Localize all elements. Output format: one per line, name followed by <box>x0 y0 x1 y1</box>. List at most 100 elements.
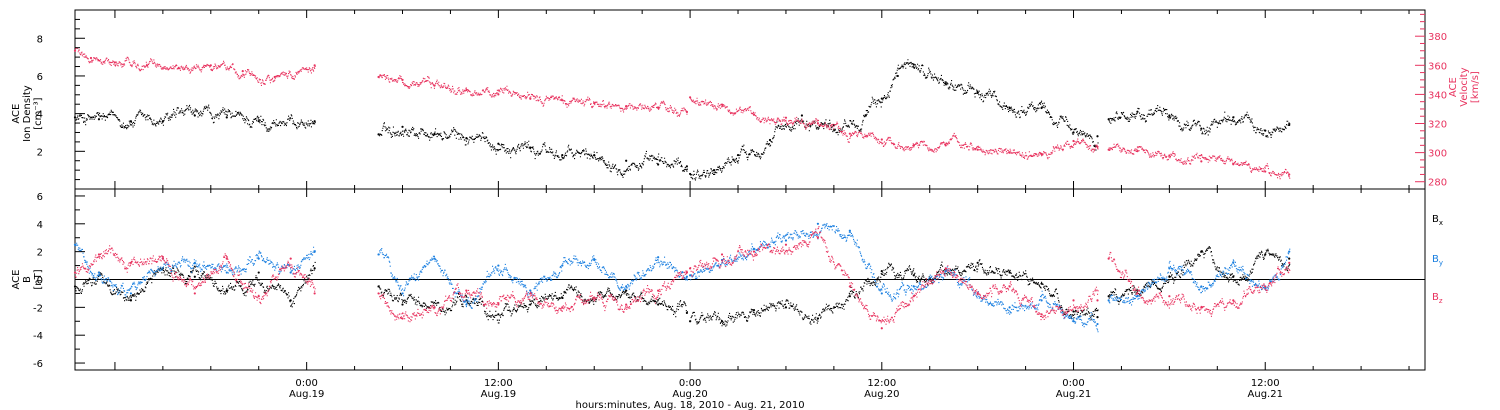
legend-bx-subscript: x <box>1439 219 1443 227</box>
bottom-anchor-point <box>1107 295 1110 298</box>
bottom-anchor-point <box>313 292 316 295</box>
top-anchor-point <box>896 74 899 78</box>
bottom-anchor-point <box>73 285 77 288</box>
bottom-scatter-points <box>1108 251 1291 317</box>
bottom-anchor-point <box>1288 261 1291 264</box>
top-scatter-points <box>378 74 688 117</box>
top-anchor-point <box>1168 114 1171 117</box>
top-scatter-points <box>378 122 688 178</box>
top-right-ylabel-line: [km/s] <box>1470 71 1481 103</box>
legend-by: By <box>1432 254 1443 267</box>
top-anchor-point <box>848 132 851 135</box>
bottom-anchor-point <box>225 271 228 274</box>
axes-layer <box>75 10 1425 370</box>
bottom-anchor-point <box>257 271 260 274</box>
legend-bz-subscript: z <box>1439 297 1443 305</box>
top-anchor-point <box>768 138 772 142</box>
bottom-anchor-point <box>657 256 660 259</box>
bottom-anchor-point <box>657 303 660 306</box>
bottom-anchor-point <box>784 239 788 242</box>
bottom-anchor-point <box>1072 299 1075 302</box>
top-left-ylabel-line: Ion Density <box>22 85 33 142</box>
bottom-anchor-point <box>1107 299 1110 302</box>
xtick-date-label: Aug.19 <box>289 389 324 400</box>
bottom-anchor-point <box>289 257 292 260</box>
bottom-ylabel-line: [nT] <box>33 269 44 289</box>
top-scatter-points <box>690 59 1099 181</box>
xtick-time-label: 12:00 <box>1251 378 1280 389</box>
top-anchor-point <box>241 70 244 73</box>
xtick-date-label: Aug.21 <box>1248 389 1283 400</box>
panel-frames <box>74 9 1426 371</box>
xtick-time-label: 12:00 <box>484 378 513 389</box>
top-anchor-point <box>1264 170 1267 173</box>
top-left-ytick-label: 4 <box>37 110 43 121</box>
top-anchor-point <box>625 159 628 162</box>
bottom-anchor-point <box>497 303 500 306</box>
xtick-date-label: Aug.19 <box>481 389 516 400</box>
bottom-anchor-point <box>848 229 851 232</box>
bottom-anchor-point <box>161 257 164 260</box>
bottom-scatter-points <box>690 259 1099 327</box>
top-right-ytick-label: 320 <box>1428 120 1447 131</box>
bottom-scatter-points <box>378 284 688 324</box>
bottom-anchor-point <box>1096 322 1099 326</box>
xtick-time-label: 0:00 <box>295 378 317 389</box>
top-left-ytick-label: 6 <box>37 72 43 83</box>
bottom-anchor-point <box>1008 306 1011 309</box>
bottom-anchor-point <box>1107 257 1110 260</box>
bottom-anchor-point <box>1096 315 1099 319</box>
top-right-ytick-label: 340 <box>1428 90 1447 101</box>
top-anchor-point <box>880 97 883 100</box>
bottom-anchor-point <box>880 292 883 295</box>
data-layer <box>73 47 1425 333</box>
top-right-ylabel-line: ACE <box>1448 77 1459 97</box>
bottom-anchor-point <box>401 317 404 320</box>
top-anchor-point <box>976 148 979 151</box>
bottom-series-y <box>73 222 1291 333</box>
bottom-ylabel-line: B <box>22 276 33 283</box>
top-anchor-point <box>1072 139 1075 143</box>
bottom-anchor-point <box>1040 299 1043 302</box>
bottom-anchor-point <box>1232 299 1235 302</box>
bottom-anchor-point <box>193 275 196 278</box>
bottom-anchor-point <box>1072 310 1075 313</box>
xtick-date-label: Aug.21 <box>1056 389 1091 400</box>
bottom-ytick-label: 0 <box>37 276 43 287</box>
top-right-ytick-label: 300 <box>1428 149 1447 160</box>
bottom-ytick-label: -2 <box>33 303 43 314</box>
xtick-time-label: 0:00 <box>1062 378 1084 389</box>
bottom-anchor-point <box>784 243 788 246</box>
top-left-ytick-label: 8 <box>37 34 43 45</box>
labels-layer: 2468280300320340360380-6-4-202460:00Aug.… <box>11 32 1481 410</box>
bottom-anchor-point <box>289 271 292 274</box>
top-anchor-point <box>800 114 804 117</box>
legend-bx: Bx <box>1432 214 1443 227</box>
bottom-anchor-point <box>657 289 660 292</box>
legend-bz: Bz <box>1432 292 1443 305</box>
top-anchor-point <box>313 64 316 67</box>
top-anchor-point <box>784 116 788 119</box>
top-right-ytick-label: 360 <box>1428 61 1447 72</box>
bottom-anchor-point <box>529 292 532 295</box>
xtick-date-label: Aug.20 <box>672 389 707 400</box>
bottom-ytick-label: 4 <box>37 220 43 231</box>
bottom-ylabel-line: ACE <box>11 270 22 290</box>
top-left-ylabel-line: ACE <box>11 104 22 124</box>
bottom-anchor-point <box>401 303 404 306</box>
bottom-scatter-points <box>378 270 688 323</box>
top-anchor-point <box>561 153 564 157</box>
top-anchor-point <box>1288 173 1291 176</box>
top-panel-frame <box>74 9 1426 190</box>
bottom-anchor-point <box>497 313 500 316</box>
bottom-anchor-point <box>816 236 820 239</box>
bottom-ytick-label: 2 <box>37 248 43 259</box>
bottom-anchor-point <box>97 271 101 274</box>
top-anchor-point <box>1096 135 1099 138</box>
top-anchor-point <box>73 49 77 52</box>
xtick-date-label: Aug.20 <box>864 389 899 400</box>
bottom-anchor-point <box>1096 299 1099 302</box>
bottom-anchor-point <box>73 271 77 274</box>
top-anchor-point <box>880 138 883 141</box>
